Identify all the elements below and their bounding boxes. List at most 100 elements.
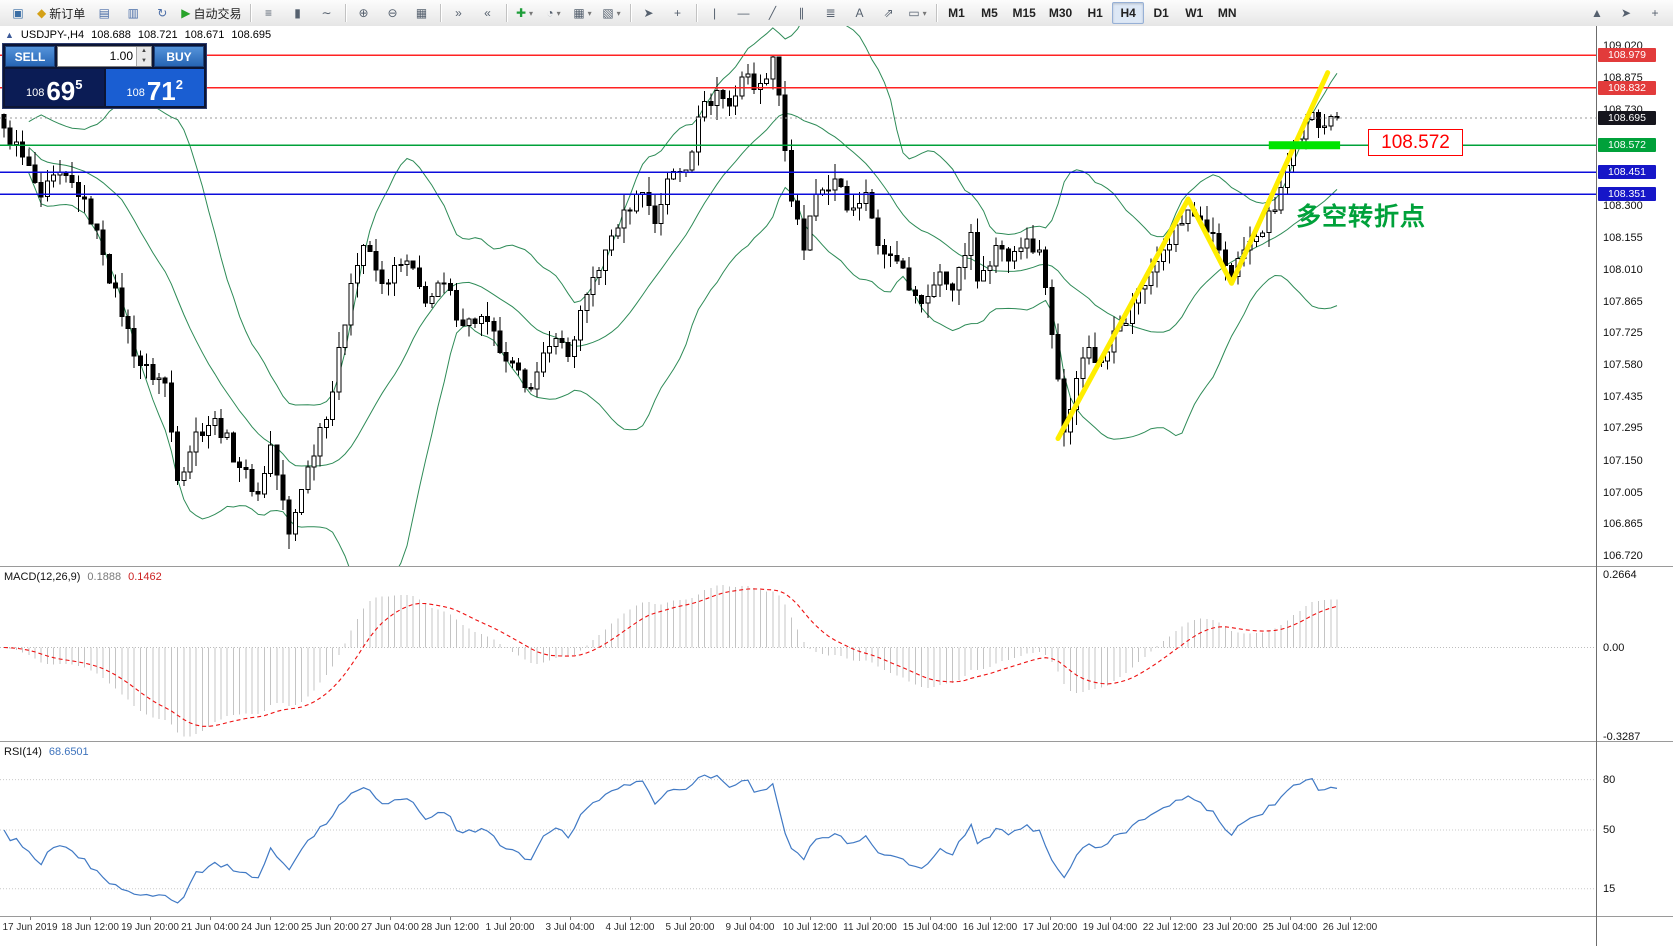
one-click-trading-panel: SELL 1.00 ▲ ▼ BUY 108 69 5 108: [2, 43, 207, 109]
tf-w1[interactable]: W1: [1178, 2, 1210, 24]
crosshair-icon[interactable]: +: [664, 2, 692, 24]
new-order-button[interactable]: ◆ 新订单: [33, 2, 89, 24]
rsi-axis-label: 15: [1603, 883, 1616, 895]
toolbar-separator: [439, 4, 441, 22]
time-axis-tick: [1170, 917, 1171, 920]
templates-icon[interactable]: ▧ ▾: [598, 2, 626, 24]
volume-value[interactable]: 1.00: [109, 49, 133, 63]
volume-input[interactable]: 1.00 ▲ ▼: [57, 46, 152, 67]
ohlc-low: 108.671: [184, 29, 225, 41]
pane-separator[interactable]: [0, 741, 1673, 742]
tf-h4[interactable]: H4: [1112, 2, 1145, 24]
tf-m5-label: M5: [981, 6, 998, 20]
toolbar-separator: [629, 4, 631, 22]
new-chart-icon[interactable]: ✚ ▾: [511, 2, 539, 24]
vertical-line-icon[interactable]: |: [701, 2, 729, 24]
one-click-panel-toggle-icon[interactable]: ▲: [5, 30, 14, 40]
macd-histogram: [9, 585, 1338, 737]
sell-button[interactable]: SELL: [5, 46, 55, 67]
rsi-value: 68.6501: [48, 746, 89, 758]
buy-price-button[interactable]: 108 71 2: [105, 69, 204, 106]
price-axis-label: 106.720: [1603, 550, 1643, 562]
tf-mn[interactable]: MN: [1211, 2, 1243, 24]
autotrading-button[interactable]: ▶ 自动交易: [177, 2, 245, 24]
pane-separator: [0, 916, 1673, 917]
tf-d1-label: D1: [1153, 6, 1169, 20]
time-axis-label: 9 Jul 04:00: [725, 922, 775, 933]
precision-icon[interactable]: +: [1641, 2, 1669, 24]
tf-m15[interactable]: M15: [1007, 2, 1042, 24]
charts-window-icon[interactable]: ▥: [119, 2, 147, 24]
sell-price-big: 69: [46, 76, 76, 106]
tf-d1[interactable]: D1: [1145, 2, 1177, 24]
auto-scroll-icon[interactable]: »: [445, 2, 473, 24]
bollinger-lower-band: [28, 172, 1338, 566]
charts-window-icon-glyph: ▥: [127, 6, 139, 20]
toolbar-separator: [935, 4, 937, 22]
refresh-icon[interactable]: ↻: [148, 2, 176, 24]
zoom-in-icon[interactable]: ⊕: [350, 2, 378, 24]
channel-icon[interactable]: ∥: [788, 2, 816, 24]
fibonacci-icon[interactable]: ≣: [817, 2, 845, 24]
buy-button[interactable]: BUY: [154, 46, 204, 67]
time-axis-label: 26 Jul 12:00: [1322, 922, 1378, 933]
text-icon[interactable]: A: [846, 2, 874, 24]
profiles-icon[interactable]: ▤: [90, 2, 118, 24]
pointer-icon[interactable]: ➤: [1612, 2, 1640, 24]
price-axis-label: 107.580: [1603, 359, 1643, 371]
auto-scroll-icon-glyph: »: [455, 6, 462, 20]
volume-up-icon[interactable]: ▲: [137, 47, 151, 57]
shapes-icon-glyph: ▭: [908, 6, 920, 20]
autotrading-button-label: 自动交易: [193, 6, 242, 21]
horizontal-line-icon[interactable]: —: [730, 2, 758, 24]
time-axis-tick: [750, 917, 751, 920]
tf-m5[interactable]: M5: [974, 2, 1006, 24]
yellow-trendline[interactable]: [1055, 70, 1331, 441]
new-chart-icon-caret: ▾: [529, 8, 534, 18]
macd-pane-canvas[interactable]: [0, 567, 1596, 741]
tf-m30[interactable]: M30: [1043, 2, 1078, 24]
zoom-out-icon[interactable]: ⊖: [379, 2, 407, 24]
refresh-icon-glyph: ↻: [157, 6, 168, 20]
chart-area: ▲ USDJPY-,H4 108.688 108.721 108.671 108…: [0, 26, 1673, 946]
pane-separator[interactable]: [0, 566, 1673, 567]
time-axis-tick: [870, 917, 871, 920]
channel-icon-glyph: ∥: [798, 6, 805, 20]
time-axis-label: 1 Jul 20:00: [485, 922, 535, 933]
shapes-icon[interactable]: ▭ ▾: [904, 2, 932, 24]
sell-price-button[interactable]: 108 69 5: [5, 69, 104, 106]
time-axis-label: 17 Jun 2019: [2, 922, 58, 933]
app-icon[interactable]: ▣: [4, 2, 32, 24]
turning-point-annotation[interactable]: 多空转折点: [1296, 203, 1427, 231]
ohlc-high: 108.721: [137, 29, 178, 41]
cursor-icon[interactable]: ➤: [635, 2, 663, 24]
zoom-out-icon-glyph: ⊖: [387, 6, 398, 20]
tf-m1[interactable]: M1: [941, 2, 973, 24]
main-chart-canvas[interactable]: [0, 26, 1596, 566]
periods-icon[interactable]: ▦ ▾: [569, 2, 597, 24]
indicators-icon[interactable]: ◔ ▾: [540, 2, 568, 24]
macd-axis-label: 0.00: [1603, 642, 1625, 654]
price-callout-box[interactable]: 108.572: [1368, 129, 1463, 156]
bollinger-upper-band: [28, 26, 1338, 406]
templates-icon-glyph: ▧: [602, 6, 614, 20]
time-axis-tick: [210, 917, 211, 920]
rsi-level-lines: [0, 779, 1596, 890]
price-badge-108.695: 108.695: [1598, 111, 1656, 125]
tf-h1[interactable]: H1: [1079, 2, 1111, 24]
time-axis-label: 21 Jun 04:00: [181, 922, 239, 933]
bar-chart-icon[interactable]: ≡: [255, 2, 283, 24]
arrows-icon-glyph: ⇗: [883, 6, 894, 20]
candlestick-chart-icon[interactable]: ▮: [284, 2, 312, 24]
volume-down-icon[interactable]: ▼: [137, 56, 151, 66]
time-axis-label: 28 Jun 12:00: [421, 922, 479, 933]
chart-shift-icon[interactable]: «: [474, 2, 502, 24]
trendline-icon[interactable]: ╱: [759, 2, 787, 24]
price-badge-108.351: 108.351: [1598, 187, 1656, 201]
arrows-icon[interactable]: ⇗: [875, 2, 903, 24]
app-icon-glyph: ▣: [12, 6, 24, 20]
scroll-up-icon[interactable]: ▲: [1583, 2, 1611, 24]
tile-windows-icon[interactable]: ▦: [408, 2, 436, 24]
rsi-pane-canvas[interactable]: [0, 742, 1596, 916]
line-chart-icon[interactable]: ∼: [313, 2, 341, 24]
